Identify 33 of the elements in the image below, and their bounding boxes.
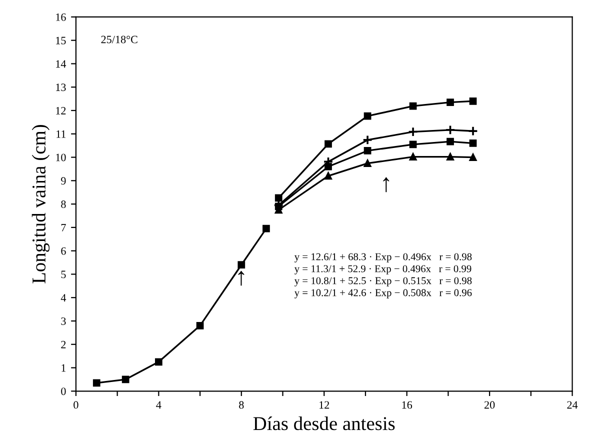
y-tick-label: 13 (56, 84, 66, 92)
y-tick-label: 9 (61, 177, 66, 185)
y-tick-label: 2 (61, 340, 66, 348)
annotation: 25/18°C (101, 36, 138, 44)
x-tick-label: 4 (156, 401, 162, 409)
annotation: ↑ (238, 270, 244, 286)
annotation: y = 10.8/1 + 52.5 · Exp − 0.515x r = 0.98 (294, 277, 472, 286)
x-axis-title: Días desde antesis (253, 416, 395, 430)
y-tick-label: 4 (60, 294, 66, 302)
y-tick-label: 1 (62, 364, 66, 372)
annotation: ↑ (383, 177, 390, 192)
y-tick-label: 16 (56, 13, 66, 21)
x-tick-label: 0 (74, 401, 78, 409)
x-tick-label: 12 (320, 401, 330, 409)
y-tick-label: 7 (61, 224, 66, 232)
x-tick-label: 8 (239, 401, 244, 409)
y-tick-label: 3 (61, 317, 66, 325)
x-tick-label: 24 (567, 401, 578, 409)
y-tick-label: 14 (56, 60, 66, 68)
y-tick-label: 11 (56, 130, 66, 138)
y-tick-label: 12 (56, 106, 66, 114)
y-axis-title: Longitud vaina (cm) (32, 124, 50, 284)
annotation: y = 12.6/1 + 68.3 · Exp − 0.496x r = 0.98 (294, 253, 472, 262)
x-tick-label: 16 (402, 401, 412, 409)
y-tick-label: 10 (56, 154, 66, 162)
annotation: y = 11.3/1 + 52.9 · Exp − 0.496x r = 0.99 (294, 265, 472, 274)
annotation: y = 10.2/1 + 42.6 · Exp − 0.508x r = 0.96 (294, 289, 472, 298)
y-tick-label: 5 (61, 270, 66, 278)
x-tick-label: 20 (484, 401, 495, 409)
y-tick-label: 15 (56, 36, 66, 44)
y-tick-label: 8 (61, 200, 66, 208)
y-tick-label: 6 (61, 247, 66, 255)
y-tick-label: 0 (61, 388, 66, 396)
